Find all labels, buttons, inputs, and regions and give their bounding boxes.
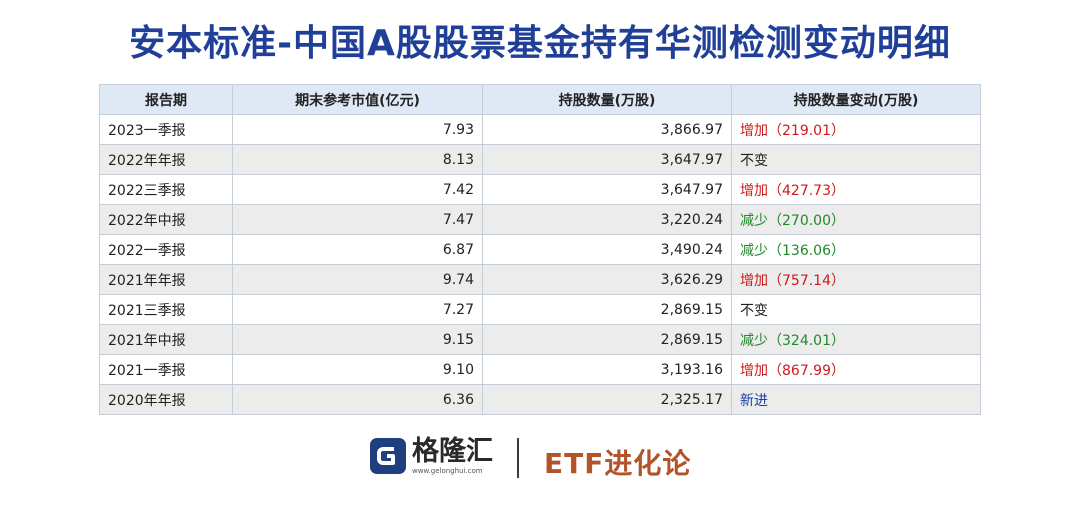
cell-change: 减少（270.00） [731, 204, 981, 235]
footer: 格隆汇 www.gelonghui.com ETF进化论 [0, 434, 1080, 482]
cell-shares: 3,647.97 [482, 144, 732, 175]
cell-period: 2020年年报 [99, 384, 233, 415]
table-row: 2022年年报 8.13 3,647.97 不变 [99, 144, 981, 175]
cell-market-value: 9.74 [232, 264, 483, 295]
cell-change: 减少（136.06） [731, 234, 981, 265]
cell-market-value: 8.13 [232, 144, 483, 175]
table-row: 2021一季报 9.10 3,193.16 增加（867.99） [99, 354, 981, 385]
cell-shares: 3,193.16 [482, 354, 732, 385]
cell-period: 2021年年报 [99, 264, 233, 295]
cell-change: 增加（757.14） [731, 264, 981, 295]
table-row: 2022三季报 7.42 3,647.97 增加（427.73） [99, 174, 981, 205]
cell-shares: 3,647.97 [482, 174, 732, 205]
column-header-shares: 持股数量(万股) [482, 84, 732, 115]
cell-period: 2023一季报 [99, 114, 233, 145]
table-header-row: 报告期 期末参考市值(亿元) 持股数量(万股) 持股数量变动(万股) [99, 84, 981, 115]
cell-period: 2021年中报 [99, 324, 233, 355]
cell-market-value: 6.87 [232, 234, 483, 265]
cell-change: 新进 [731, 384, 981, 415]
cell-period: 2021一季报 [99, 354, 233, 385]
cell-change: 不变 [731, 144, 981, 175]
cell-change: 增加（427.73） [731, 174, 981, 205]
cell-shares: 2,869.15 [482, 324, 732, 355]
cell-market-value: 7.27 [232, 294, 483, 325]
cell-period: 2021三季报 [99, 294, 233, 325]
table-row: 2021年中报 9.15 2,869.15 减少（324.01） [99, 324, 981, 355]
cell-shares: 3,626.29 [482, 264, 732, 295]
table-row: 2020年年报 6.36 2,325.17 新进 [99, 384, 981, 415]
gelonghui-logo: 格隆汇 www.gelonghui.com [370, 436, 493, 476]
cell-market-value: 6.36 [232, 384, 483, 415]
cell-market-value: 7.93 [232, 114, 483, 145]
cell-market-value: 7.47 [232, 204, 483, 235]
table-row: 2021年年报 9.74 3,626.29 增加（757.14） [99, 264, 981, 295]
cell-shares: 2,325.17 [482, 384, 732, 415]
table-row: 2023一季报 7.93 3,866.97 增加（219.01） [99, 114, 981, 145]
cell-change: 增加（867.99） [731, 354, 981, 385]
footer-divider [517, 438, 519, 478]
cell-change: 增加（219.01） [731, 114, 981, 145]
brand-name: ETF进化论 [544, 447, 692, 480]
cell-period: 2022年年报 [99, 144, 233, 175]
cell-shares: 3,490.24 [482, 234, 732, 265]
cell-shares: 3,866.97 [482, 114, 732, 145]
cell-market-value: 7.42 [232, 174, 483, 205]
page-title: 安本标准-中国A股股票基金持有华测检测变动明细 [129, 23, 951, 64]
cell-change: 减少（324.01） [731, 324, 981, 355]
table-row: 2021三季报 7.27 2,869.15 不变 [99, 294, 981, 325]
logo-url: www.gelonghui.com [412, 466, 483, 475]
table-body: 2023一季报 7.93 3,866.97 增加（219.01） 2022年年报 8.13… [99, 114, 981, 415]
cell-market-value: 9.15 [232, 324, 483, 355]
cell-period: 2022三季报 [99, 174, 233, 205]
table-row: 2022年中报 7.47 3,220.24 减少（270.00） [99, 204, 981, 235]
cell-period: 2022年中报 [99, 204, 233, 235]
table-row: 2022一季报 6.87 3,490.24 减少（136.06） [99, 234, 981, 265]
gelonghui-logo-icon [370, 438, 406, 474]
cell-market-value: 9.10 [232, 354, 483, 385]
cell-period: 2022一季报 [99, 234, 233, 265]
column-header-market-value: 期末参考市值(亿元) [232, 84, 483, 115]
logo-name: 格隆汇 [412, 435, 493, 467]
holdings-table: 报告期 期末参考市值(亿元) 持股数量(万股) 持股数量变动(万股) 2023一… [99, 84, 981, 415]
column-header-period: 报告期 [99, 84, 233, 115]
cell-change: 不变 [731, 294, 981, 325]
column-header-change: 持股数量变动(万股) [731, 84, 981, 115]
cell-shares: 3,220.24 [482, 204, 732, 235]
cell-shares: 2,869.15 [482, 294, 732, 325]
